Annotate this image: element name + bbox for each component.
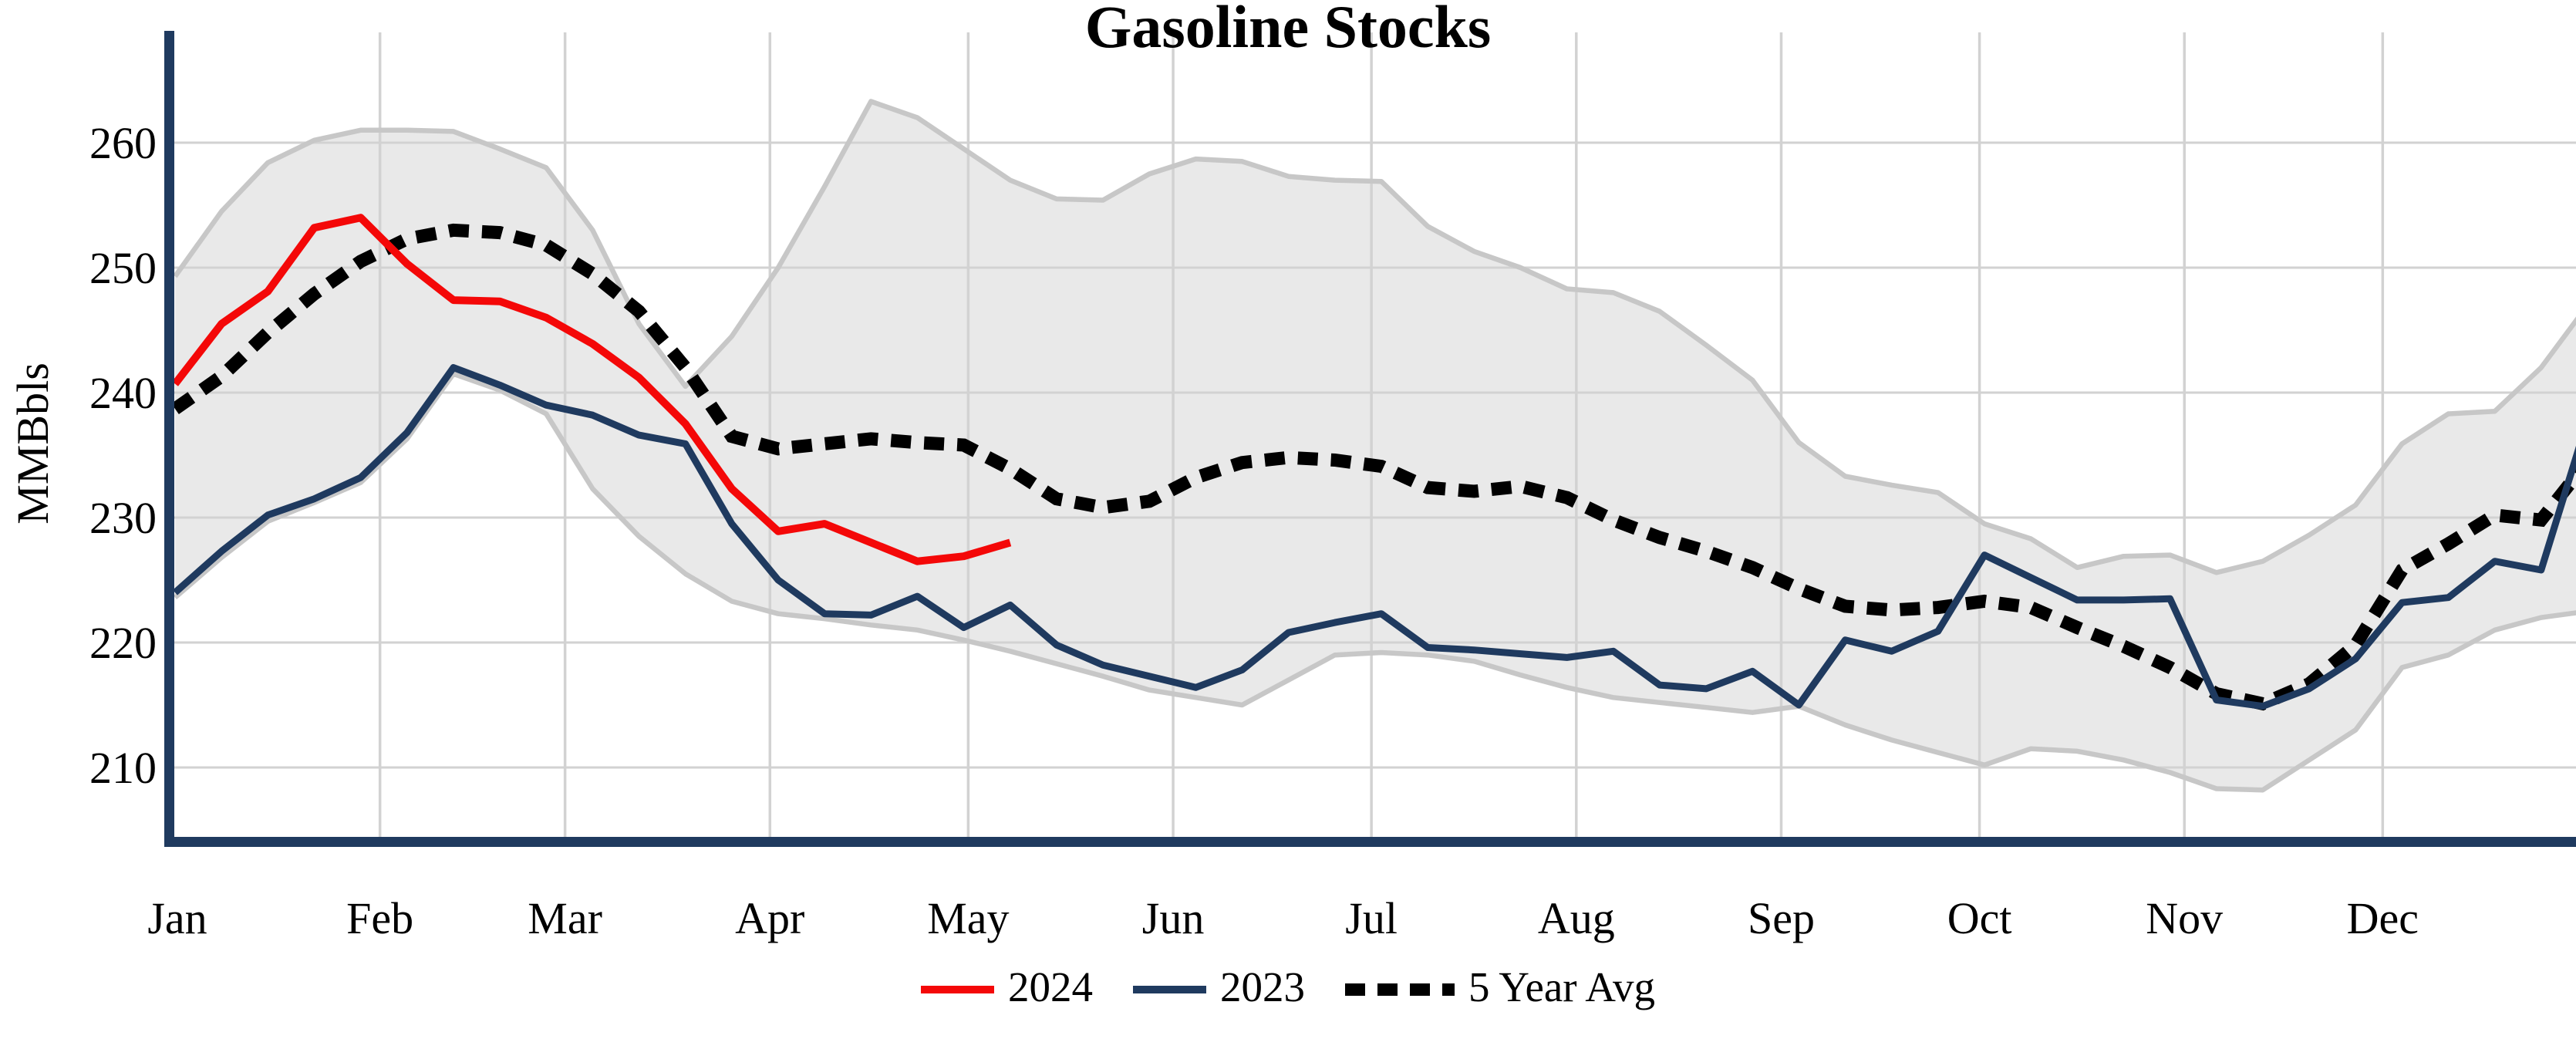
y-tick-label-250: 250: [89, 243, 157, 293]
x-tick-label-Oct: Oct: [1947, 893, 2012, 943]
legend-item-5-year-avg: 5 Year Avg: [1345, 966, 1655, 1013]
x-tick-label-Nov: Nov: [2146, 893, 2223, 943]
band-upper-edge: [173, 99, 2576, 575]
legend-item-2024: 2024: [921, 966, 1093, 1013]
band-lower-edge: [173, 371, 2576, 793]
legend-label: 2024: [1008, 963, 1094, 1010]
y-tick-label-240: 240: [89, 368, 157, 418]
x-tick-label-Aug: Aug: [1538, 893, 1615, 943]
y-tick-label-230: 230: [89, 493, 157, 543]
x-tick-label-Jun: Jun: [1142, 893, 1205, 943]
x-tick-label-May: May: [927, 893, 1009, 943]
legend-label: 5 Year Avg: [1468, 963, 1655, 1010]
x-tick-label-Jan: Jan: [147, 893, 207, 943]
x-tick-label-Feb: Feb: [346, 893, 413, 943]
series-line-5-year-avg: [171, 223, 2576, 711]
legend-swatch-5-year-avg-line: [1345, 983, 1455, 996]
chart-title: Gasoline Stocks: [1084, 0, 1492, 60]
x-tick-label-Sep: Sep: [1748, 893, 1815, 943]
x-tick-label-Dec: Dec: [2347, 893, 2419, 943]
x-tick-label-Apr: Apr: [735, 893, 804, 943]
legend-swatch-2023-line: [1133, 985, 1207, 993]
x-tick-label-Mar: Mar: [528, 893, 602, 943]
y-tick-label-210: 210: [89, 743, 157, 793]
legend-label: 2023: [1220, 963, 1306, 1010]
y-axis-title: MMBbls: [8, 363, 58, 524]
y-tick-label-260: 260: [89, 118, 157, 168]
series-line-2024: [172, 214, 1012, 565]
legend: 2024 2023 5 Year Avg: [0, 966, 2576, 1013]
x-tick-label-Jul: Jul: [1345, 893, 1398, 943]
y-tick-label-220: 220: [89, 618, 157, 668]
axis-spine-left: [164, 31, 174, 845]
axis-spine-bottom: [164, 837, 2576, 847]
legend-item-2023: 2023: [1133, 966, 1305, 1013]
legend-swatch-2024-line: [921, 985, 995, 993]
series-line-2023: [173, 364, 2576, 710]
